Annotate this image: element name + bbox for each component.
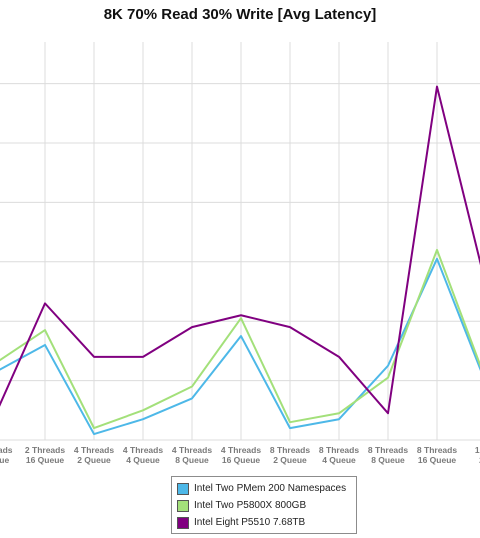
x-tick-label: 2 Threads 16 Queue [25, 445, 65, 465]
x-tick-label: 8 Threads 2 Queue [270, 445, 310, 465]
x-tick-label: 4 Threads 2 Queue [74, 445, 114, 465]
legend-swatch-p5800x [177, 499, 189, 512]
legend-label-p5510: Intel Eight P5510 7.68TB [194, 517, 306, 528]
series-layer [0, 85, 480, 436]
series-line-0 [0, 257, 480, 436]
legend-swatch-pmem [177, 482, 189, 495]
series-line-1 [0, 248, 480, 430]
legend-item-p5510[interactable]: Intel Eight P5510 7.68TB [177, 514, 351, 531]
legend-item-pmem[interactable]: Intel Two PMem 200 Namespaces [177, 480, 351, 497]
x-tick-label: 4 Threads 8 Queue [172, 445, 212, 465]
x-tick-label: 16 Th2 Q [475, 445, 480, 465]
legend-label-pmem: Intel Two PMem 200 Namespaces [194, 483, 347, 494]
x-tick-label: ThreadsQueue [0, 445, 13, 465]
legend-swatch-p5510 [177, 516, 189, 529]
x-tick-label: 4 Threads 16 Queue [221, 445, 261, 465]
x-tick-label: 8 Threads 16 Queue [417, 445, 457, 465]
chart-title: 8K 70% Read 30% Write [Avg Latency] [103, 6, 377, 23]
x-tick-label: 4 Threads 4 Queue [123, 445, 163, 465]
x-tick-label: 8 Threads 4 Queue [319, 445, 359, 465]
grid-layer [0, 42, 480, 441]
legend-label-p5800x: Intel Two P5800X 800GB [194, 500, 307, 511]
series-line-2 [0, 85, 480, 415]
legend: Intel Two PMem 200 Namespaces Intel Two … [171, 476, 357, 534]
x-tick-label: 8 Threads 8 Queue [368, 445, 408, 465]
legend-item-p5800x[interactable]: Intel Two P5800X 800GB [177, 497, 351, 514]
